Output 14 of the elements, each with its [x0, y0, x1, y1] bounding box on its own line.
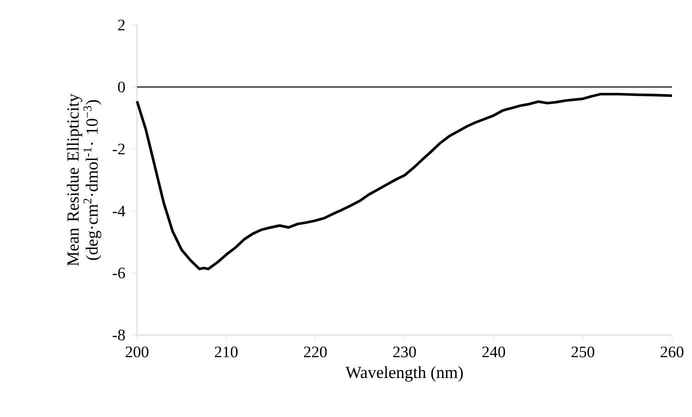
y-tick-label: -8: [112, 330, 125, 340]
x-tick-label: 210: [214, 346, 238, 358]
y-tick-label: -6: [112, 268, 125, 278]
x-tick-label: 220: [304, 346, 327, 358]
x-tick-label: 200: [126, 346, 148, 358]
x-tick-label: 250: [572, 346, 594, 358]
y-tick-label: -4: [112, 206, 126, 216]
y-tick-label: 2: [118, 20, 125, 30]
y-tick-label: -2: [112, 144, 125, 154]
x-tick-label: 260: [660, 346, 684, 358]
x-axis-title: Wavelength (nm): [345, 366, 463, 382]
x-tick-label: 230: [393, 346, 416, 358]
x-tick-label: 240: [482, 346, 506, 358]
y-tick-label: 0: [118, 82, 125, 92]
